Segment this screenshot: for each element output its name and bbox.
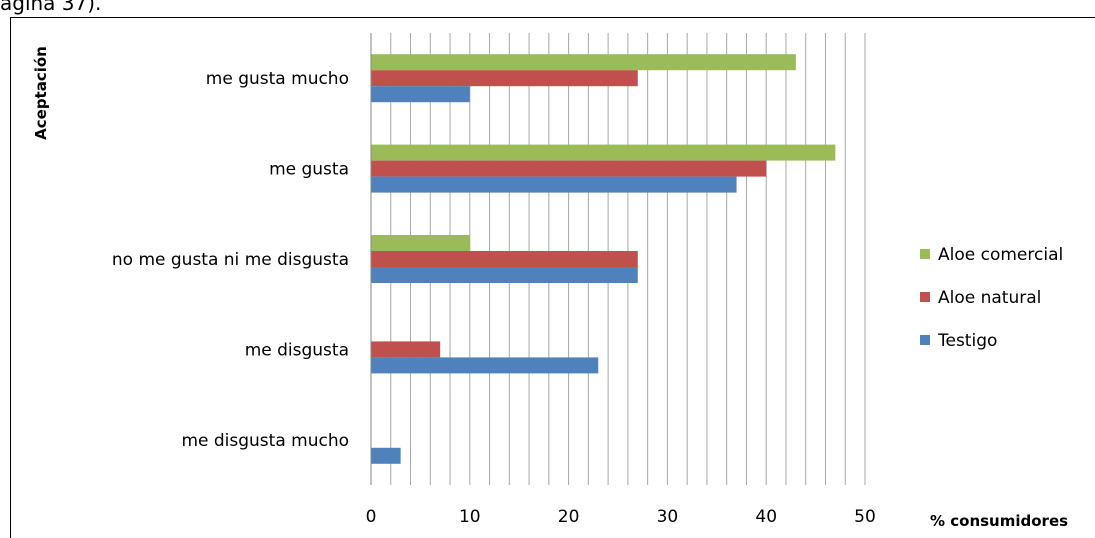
bar-aloe-comercial — [371, 54, 796, 71]
bar-testigo — [371, 86, 470, 103]
bar-aloe-comercial — [371, 235, 470, 251]
legend-swatch — [920, 249, 930, 259]
x-axis-title: % consumidores — [930, 512, 1068, 530]
legend-label: Testigo — [937, 331, 997, 351]
category-labels: me gusta mucho me gusta no me gusta ni me … — [112, 69, 349, 451]
x-tick-label: 0 — [366, 507, 377, 527]
category-label: me gusta — [269, 160, 349, 180]
category-label: no me gusta ni me disgusta — [112, 250, 349, 270]
y-axis-title: Aceptación — [32, 46, 50, 140]
bar-testigo — [371, 447, 401, 464]
chart-frame — [10, 17, 1095, 538]
bar-aloe-natural — [371, 251, 638, 267]
legend-swatch — [920, 292, 930, 302]
bars — [371, 54, 836, 464]
x-tick-label: 30 — [657, 507, 679, 527]
x-tick-label: 10 — [459, 507, 481, 527]
category-label: me disgusta — [245, 340, 349, 360]
x-tick-label: 50 — [854, 507, 876, 527]
top-caption: ágina 37). — [0, 0, 102, 15]
bar-aloe-natural — [371, 341, 441, 358]
category-label: me gusta mucho — [206, 69, 349, 89]
bar-testigo — [371, 267, 638, 283]
x-tick-label: 40 — [755, 507, 777, 527]
legend: Aloe comercial Aloe natural Testigo — [920, 245, 1063, 351]
bar-testigo — [371, 357, 599, 374]
bar-aloe-comercial — [371, 144, 836, 161]
category-label: me disgusta mucho — [181, 431, 349, 451]
legend-label: Aloe comercial — [938, 245, 1063, 265]
legend-label: Aloe natural — [938, 288, 1041, 308]
bar-aloe-natural — [371, 70, 638, 87]
x-tick-label: 20 — [558, 507, 580, 527]
tick-labels: 0 10 20 30 40 50 — [366, 507, 876, 527]
legend-swatch — [920, 335, 930, 345]
bar-aloe-natural — [371, 160, 767, 177]
bar-testigo — [371, 176, 737, 193]
